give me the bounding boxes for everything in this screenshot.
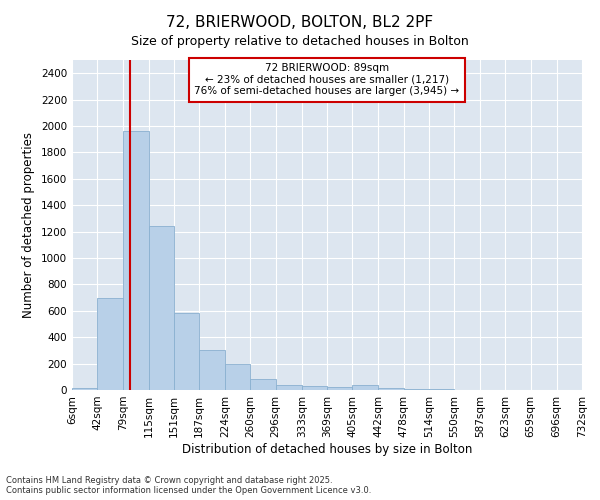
Text: Contains HM Land Registry data © Crown copyright and database right 2025.
Contai: Contains HM Land Registry data © Crown c… [6, 476, 371, 495]
Bar [123, 132, 149, 390]
Bar [302, 386, 327, 390]
X-axis label: Distribution of detached houses by size in Bolton: Distribution of detached houses by size … [182, 442, 472, 456]
Bar [327, 386, 352, 390]
Bar [352, 386, 378, 390]
Y-axis label: Number of detached properties: Number of detached properties [22, 132, 35, 318]
Text: 72 BRIERWOOD: 89sqm
← 23% of detached houses are smaller (1,217)
76% of semi-det: 72 BRIERWOOD: 89sqm ← 23% of detached ho… [194, 64, 460, 96]
Bar [250, 380, 276, 390]
Bar [97, 298, 123, 390]
Text: 72, BRIERWOOD, BOLTON, BL2 2PF: 72, BRIERWOOD, BOLTON, BL2 2PF [166, 15, 434, 30]
Bar [225, 364, 250, 390]
Bar [72, 388, 97, 390]
Bar [149, 226, 174, 390]
Text: Size of property relative to detached houses in Bolton: Size of property relative to detached ho… [131, 35, 469, 48]
Bar [199, 350, 225, 390]
Bar [174, 314, 199, 390]
Bar [276, 384, 302, 390]
Bar [378, 388, 404, 390]
